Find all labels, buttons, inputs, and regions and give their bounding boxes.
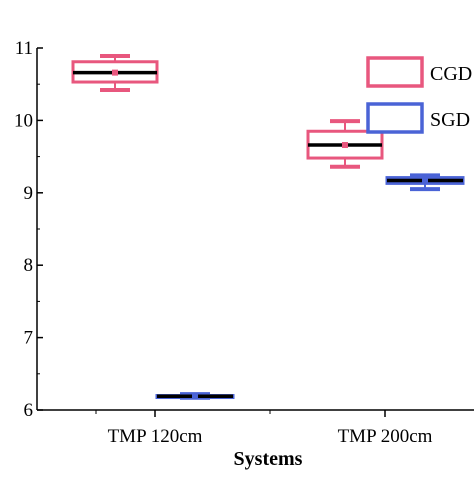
mean-marker xyxy=(112,69,118,76)
legend-swatch-sgd xyxy=(366,102,424,134)
legend-label-cgd: CGD xyxy=(430,63,472,85)
x-axis-title: Systems xyxy=(234,448,303,470)
y-tick-label: 9 xyxy=(24,183,34,204)
box-cgd-2 xyxy=(306,119,384,169)
plot-area xyxy=(71,53,465,400)
y-tick-label: 10 xyxy=(14,110,33,131)
legend: CGD SGD xyxy=(366,56,472,134)
mean-marker xyxy=(422,177,428,184)
x-tick-label: TMP 200cm xyxy=(338,426,433,447)
box-cgd-1 xyxy=(71,53,159,92)
x-tick-label: TMP 120cm xyxy=(108,426,203,447)
box-sgd-2 xyxy=(385,173,465,192)
y-tick-label: 8 xyxy=(24,255,34,276)
y-tick-label: 6 xyxy=(24,400,34,421)
legend-label-sgd: SGD xyxy=(430,109,470,131)
legend-swatch-cgd xyxy=(366,56,424,88)
box-sgd-1 xyxy=(155,392,235,400)
y-tick-label: 11 xyxy=(15,38,33,59)
axes: 6 7 8 9 10 11 TMP 120cm TMP 200cm xyxy=(14,38,474,447)
mean-marker xyxy=(192,393,198,400)
y-tick-label: 7 xyxy=(24,328,34,349)
mean-marker xyxy=(342,142,348,149)
